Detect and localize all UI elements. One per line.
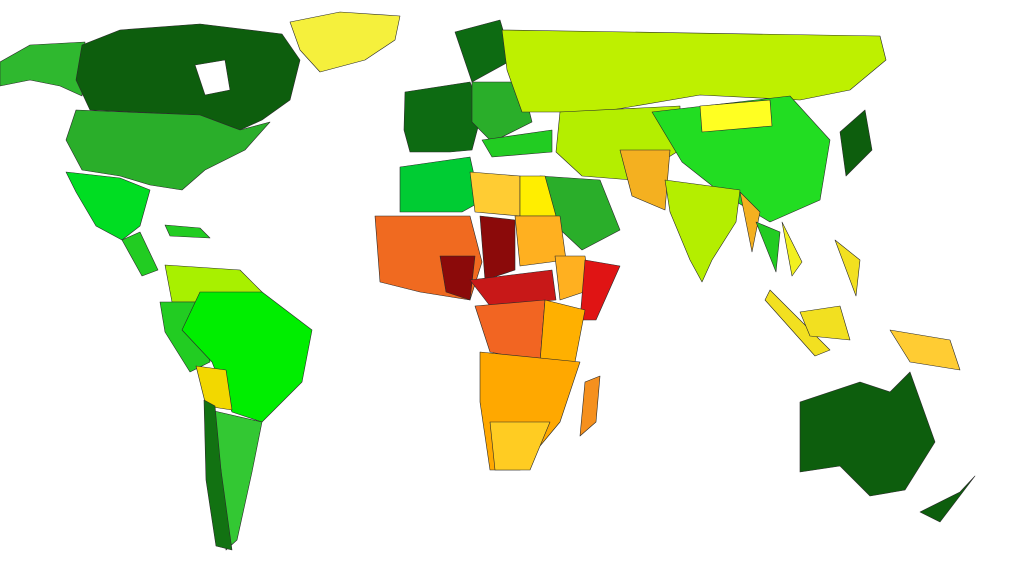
region bbox=[203, 399, 233, 551]
region bbox=[799, 305, 851, 341]
region bbox=[489, 421, 551, 471]
region bbox=[781, 221, 803, 277]
region bbox=[889, 329, 961, 371]
region bbox=[164, 224, 211, 239]
region bbox=[65, 171, 151, 241]
region bbox=[194, 59, 231, 96]
region bbox=[919, 475, 976, 523]
region bbox=[579, 375, 601, 437]
region bbox=[664, 179, 741, 283]
region bbox=[619, 149, 671, 211]
region bbox=[799, 371, 936, 497]
region bbox=[195, 365, 233, 411]
region bbox=[739, 191, 761, 253]
region bbox=[481, 129, 553, 158]
region bbox=[501, 29, 887, 113]
region bbox=[121, 231, 159, 277]
region bbox=[699, 99, 773, 133]
region bbox=[479, 215, 516, 281]
region bbox=[439, 255, 476, 301]
region bbox=[469, 269, 557, 307]
region bbox=[834, 239, 861, 297]
region bbox=[839, 109, 873, 177]
region bbox=[399, 156, 481, 213]
region bbox=[469, 171, 521, 217]
region bbox=[755, 221, 781, 273]
region bbox=[403, 81, 483, 153]
region bbox=[0, 41, 86, 97]
region bbox=[651, 95, 831, 223]
region bbox=[65, 109, 271, 191]
region bbox=[579, 259, 621, 321]
region bbox=[764, 289, 831, 357]
region bbox=[289, 11, 401, 73]
region bbox=[75, 23, 301, 131]
